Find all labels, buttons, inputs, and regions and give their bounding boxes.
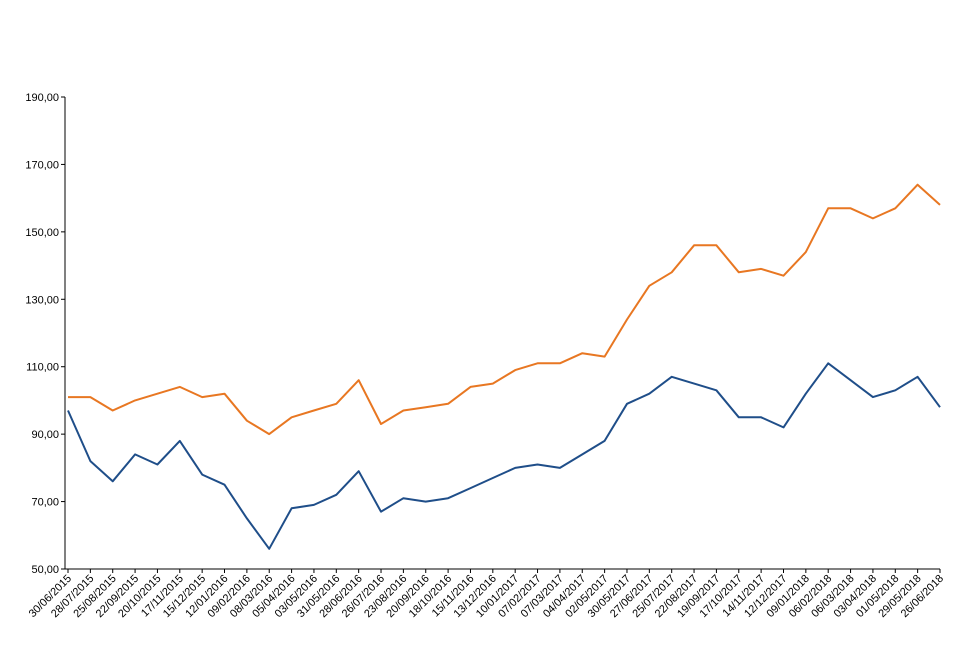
line-series (67, 362, 941, 550)
y-tick-label: 70,00 (31, 497, 59, 509)
line-series (68, 183, 941, 436)
y-tick-label: 150,00 (25, 227, 59, 239)
y-tick-label: 90,00 (31, 429, 59, 441)
y-tick-label: 170,00 (25, 159, 59, 171)
y-tick-label: 50,00 (31, 564, 59, 576)
y-tick-label: 130,00 (25, 294, 59, 306)
y-tick-label: 110,00 (26, 362, 59, 374)
y-tick-label: 190,00 (25, 92, 59, 104)
